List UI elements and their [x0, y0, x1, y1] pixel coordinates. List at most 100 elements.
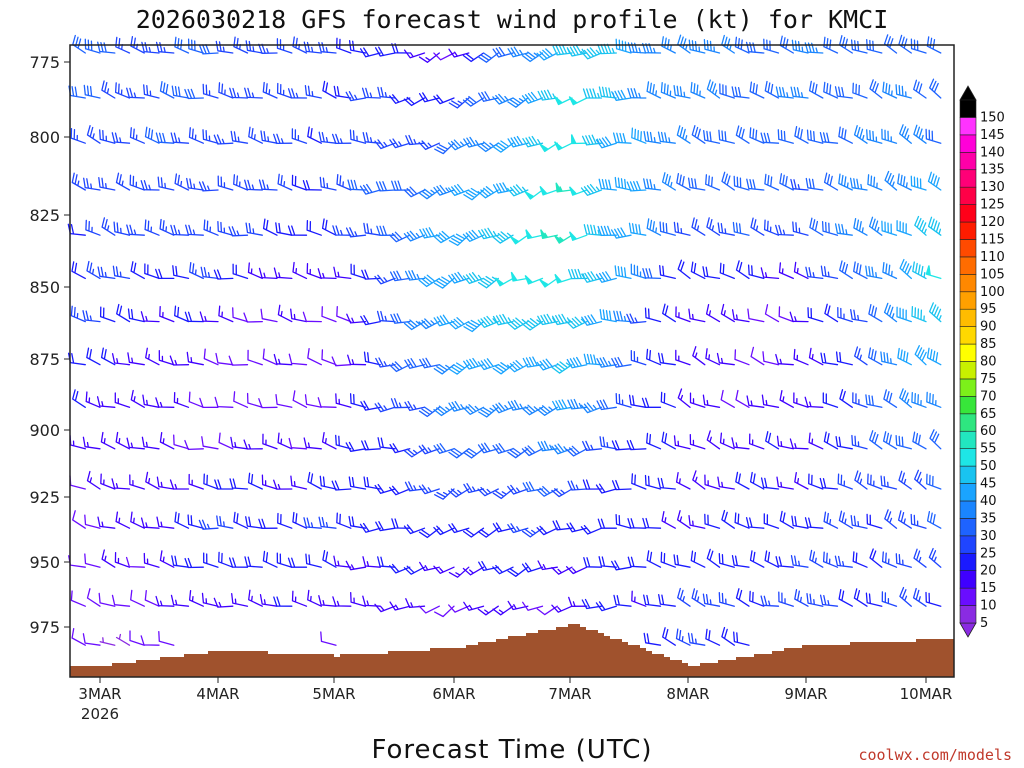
wind-barb [691, 125, 706, 144]
wind-barb [566, 522, 588, 533]
wind-barb [448, 523, 470, 534]
wind-barb [287, 557, 308, 568]
wind-barb [706, 548, 721, 568]
wind-barb [660, 391, 676, 408]
colorbar-bottom-arrow [959, 622, 977, 638]
wind-barb [245, 516, 263, 529]
wind-barb [477, 275, 499, 289]
wind-barb [492, 443, 514, 454]
y-tick-label: 825 [29, 206, 60, 225]
wind-barb [203, 348, 219, 366]
wind-barb [779, 35, 794, 54]
wind-barb [275, 222, 293, 236]
wind-barb [492, 182, 514, 194]
wind-barb [290, 475, 308, 490]
wind-barb [595, 601, 617, 612]
wind-barb [276, 38, 293, 54]
wind-barb [362, 595, 381, 607]
wind-barb [735, 260, 750, 280]
wind-barb [849, 177, 868, 191]
wind-barb [186, 177, 204, 191]
wind-barb [792, 221, 809, 236]
wind-barb [230, 130, 249, 144]
wind-barb [749, 550, 765, 568]
wind-barb [213, 269, 234, 280]
wind-barb [101, 80, 116, 99]
wind-barb [129, 127, 145, 144]
wind-barb [910, 175, 927, 191]
wind-barb [820, 265, 839, 280]
wind-barb [675, 306, 691, 323]
wind-barb [537, 560, 558, 571]
wind-barb [807, 307, 824, 323]
wind-barb [735, 588, 750, 607]
wind-barb [332, 225, 352, 236]
wind-barb [260, 130, 278, 144]
wind-barb [85, 391, 101, 408]
wind-barb [463, 483, 485, 494]
wind-barb [719, 262, 735, 280]
wind-barb [613, 594, 632, 607]
wind-barb [866, 129, 883, 144]
wind-barb [288, 353, 308, 366]
wind-barb [883, 389, 898, 408]
wind-barb [304, 84, 322, 99]
wind-barb [910, 513, 927, 529]
wind-barb [581, 134, 603, 146]
wind-barb [615, 393, 632, 408]
wind-barb [688, 515, 706, 529]
wind-barb [477, 141, 499, 153]
x-tick-label: 5MAR [312, 685, 355, 703]
wind-barb [276, 552, 293, 568]
wind-barb [551, 566, 573, 575]
wind-barb [702, 266, 721, 280]
wind-barb [733, 631, 750, 646]
wind-barb [791, 515, 809, 529]
wind-barb [507, 523, 529, 534]
wind-barb [200, 266, 219, 280]
wind-barb [554, 95, 573, 106]
wind-barb [374, 46, 396, 57]
wind-barb [568, 96, 588, 106]
wind-barb [345, 227, 367, 238]
wind-barb [112, 265, 131, 280]
wind-barb [86, 347, 101, 366]
wind-barb [434, 142, 455, 155]
wind-barb [596, 399, 617, 411]
wind-barb [447, 139, 470, 151]
wind-barb [228, 355, 249, 366]
colorbar-swatch [959, 169, 977, 188]
wind-barb [448, 97, 470, 109]
wind-barb [434, 488, 455, 500]
wind-barb [507, 484, 529, 495]
wind-barb [794, 471, 809, 490]
wind-barb [880, 475, 898, 490]
wind-barb [820, 352, 839, 366]
wind-barb [749, 127, 765, 144]
wind-barb [318, 516, 337, 529]
wind-barb [610, 227, 632, 239]
wind-barb [522, 135, 544, 148]
wind-barb [882, 262, 898, 280]
wind-barb [883, 34, 898, 54]
wind-barb [838, 35, 853, 54]
wind-barb [71, 172, 86, 191]
wind-barb [867, 473, 883, 490]
wind-barb [706, 430, 721, 450]
wind-barb [809, 549, 824, 568]
wind-barb [677, 388, 691, 408]
wind-barb [433, 94, 455, 105]
wind-barb [245, 222, 263, 236]
colorbar-swatch [959, 483, 977, 502]
wind-barb [86, 260, 101, 280]
wind-barb [819, 477, 839, 490]
wind-barb [779, 173, 794, 191]
wind-barb [171, 85, 190, 99]
wind-barb [359, 183, 381, 195]
wind-barbs [67, 34, 942, 646]
wind-barb [111, 478, 131, 490]
wind-barb [418, 406, 440, 418]
wind-barb [158, 350, 175, 366]
wind-barb [98, 592, 116, 607]
wind-barb [306, 263, 322, 280]
